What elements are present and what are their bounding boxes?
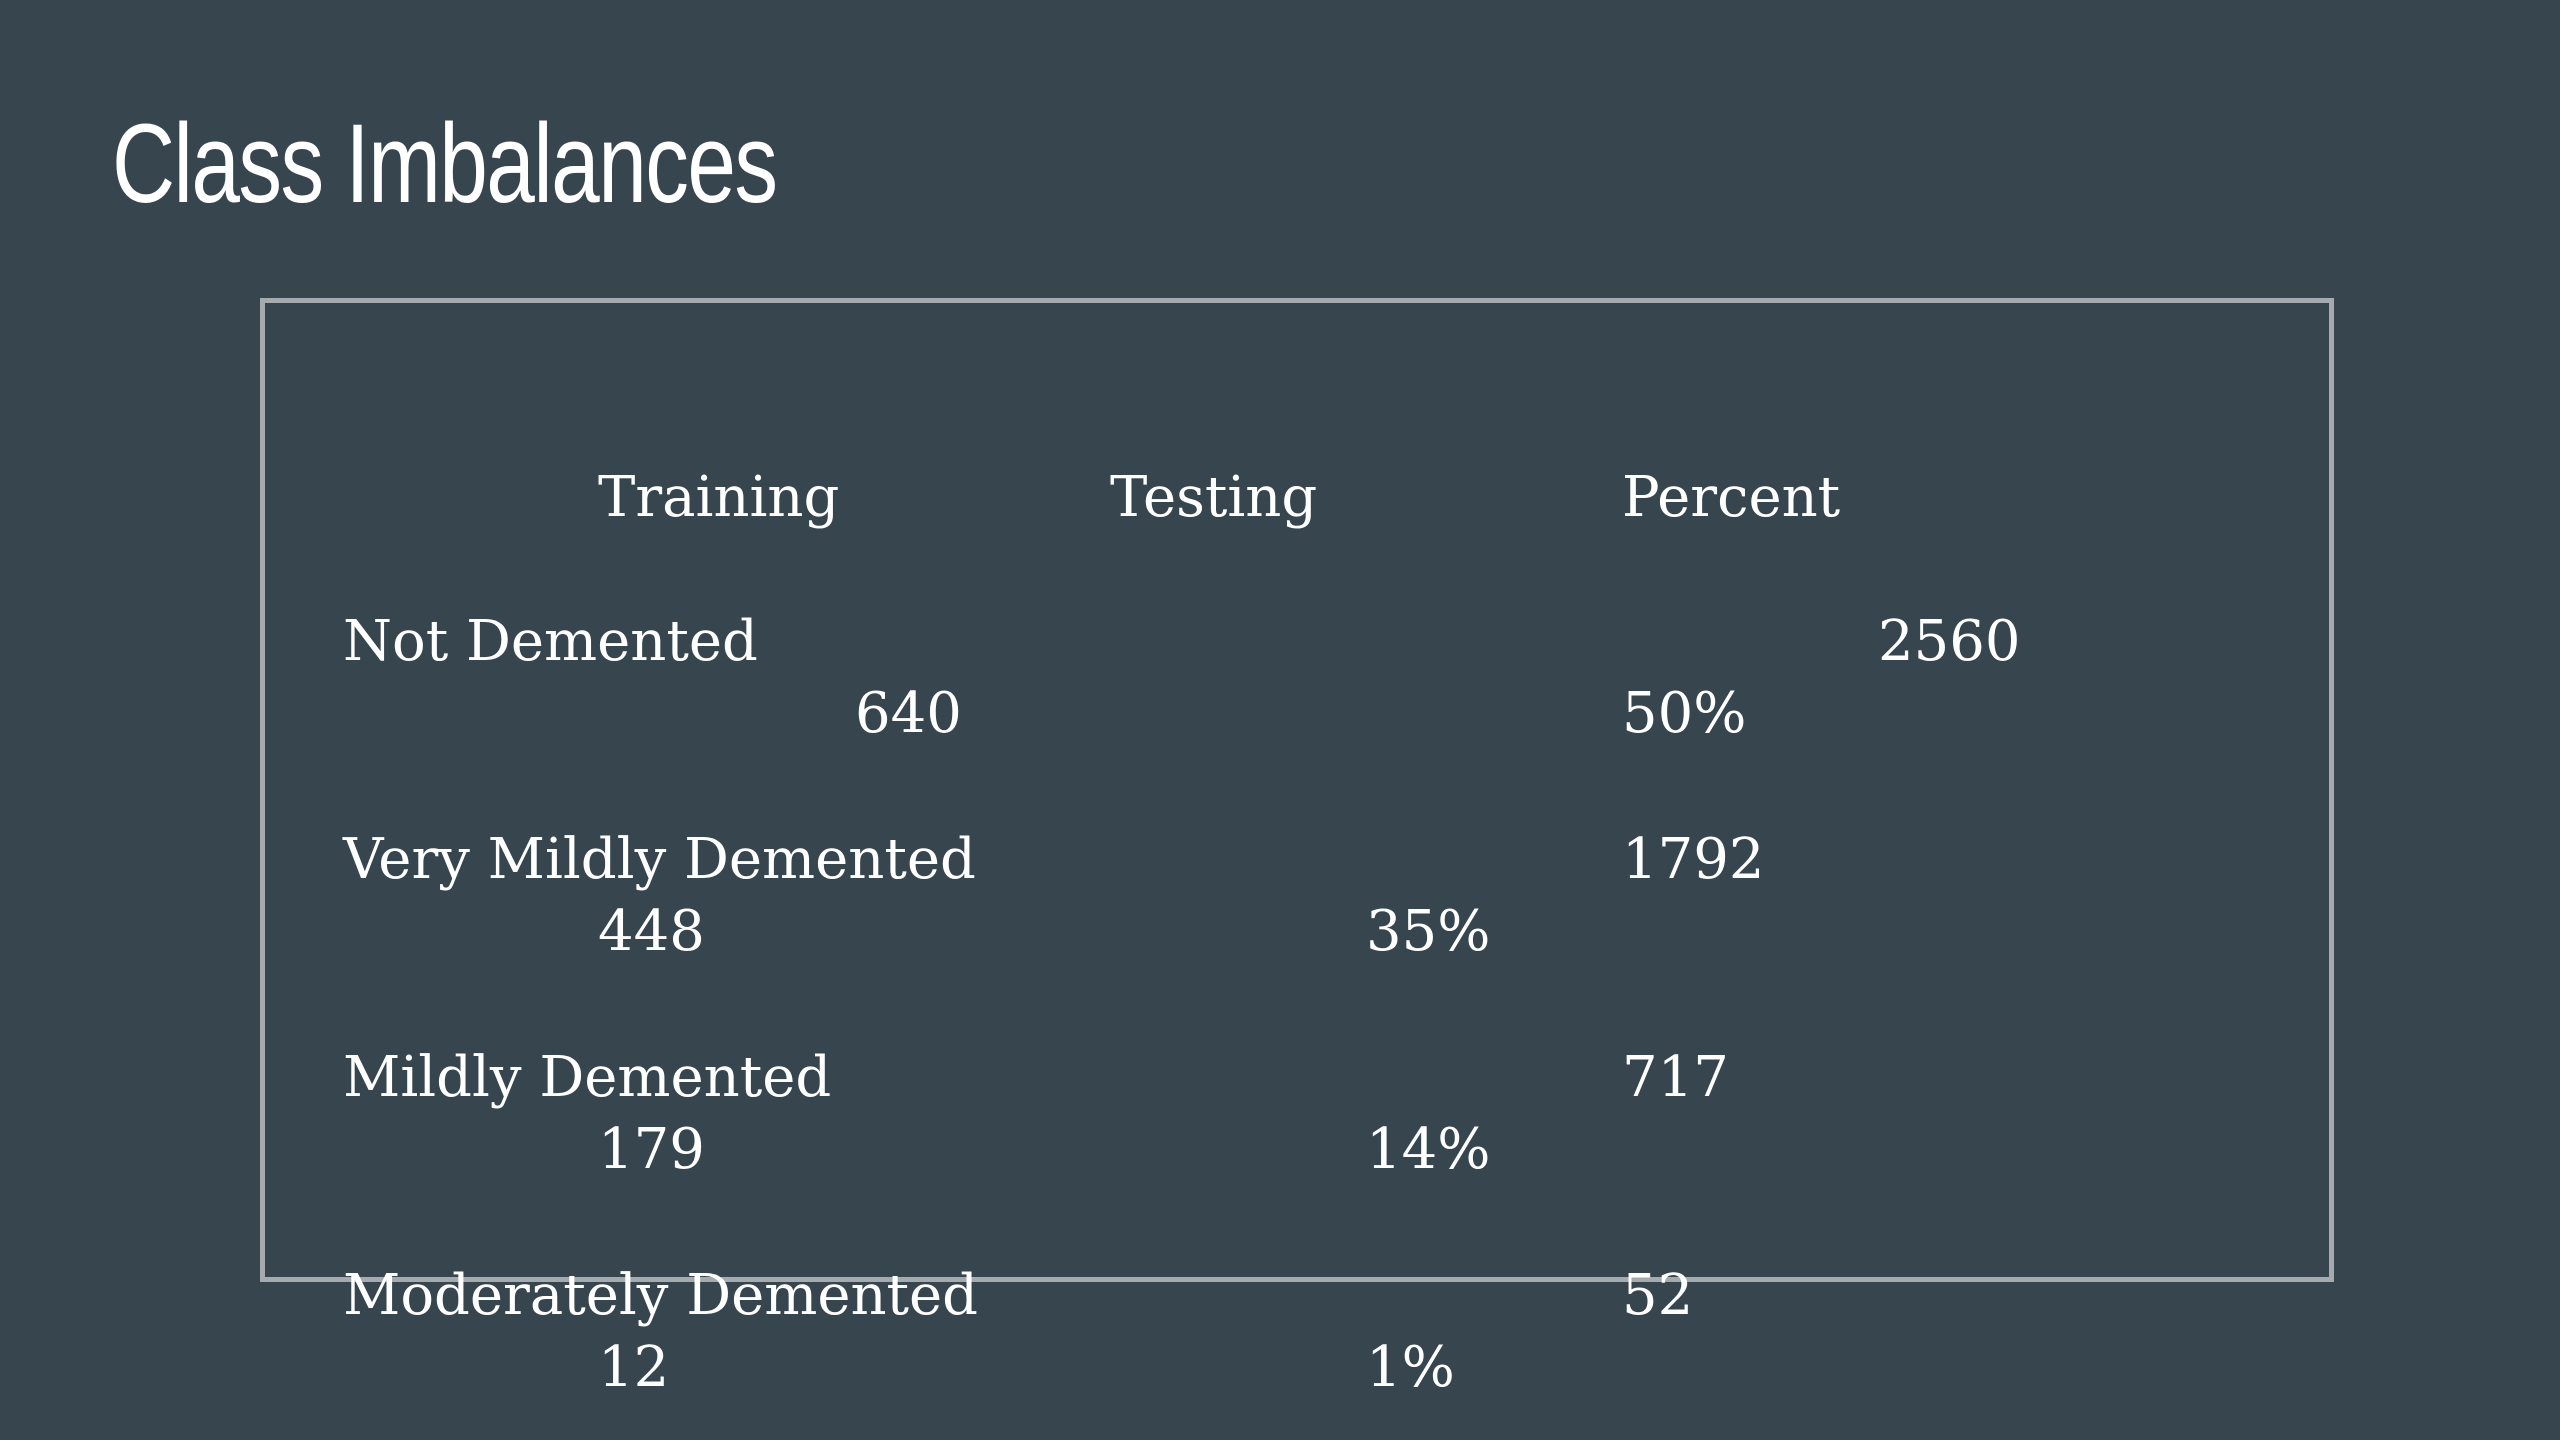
row-percent-very-mildly-demented: 35% (1366, 899, 1491, 964)
row-training-very-mildly-demented: 1792 (1622, 827, 1765, 892)
row-percent-moderately-demented: 1% (1366, 1335, 1455, 1400)
text-box-frame (260, 298, 2334, 1282)
row-label-moderately-demented: Moderately Demented (343, 1263, 979, 1328)
row-testing-moderately-demented: 12 (598, 1335, 670, 1400)
slide-title: Class Imbalances (112, 101, 778, 226)
header-testing: Testing (1110, 465, 1318, 530)
row-training-moderately-demented: 52 (1622, 1263, 1694, 1328)
row-testing-not-demented: 640 (855, 681, 962, 746)
row-testing-mildly-demented: 179 (598, 1117, 705, 1182)
row-percent-mildly-demented: 14% (1366, 1117, 1491, 1182)
row-testing-very-mildly-demented: 448 (598, 899, 705, 964)
row-label-not-demented: Not Demented (343, 609, 758, 674)
row-training-mildly-demented: 717 (1622, 1045, 1729, 1110)
row-label-very-mildly-demented: Very Mildly Demented (343, 827, 976, 892)
header-training: Training (598, 465, 840, 530)
row-percent-not-demented: 50% (1622, 681, 1747, 746)
row-label-mildly-demented: Mildly Demented (343, 1045, 832, 1110)
row-training-not-demented: 2560 (1878, 609, 2021, 674)
header-percent: Percent (1622, 465, 1841, 530)
